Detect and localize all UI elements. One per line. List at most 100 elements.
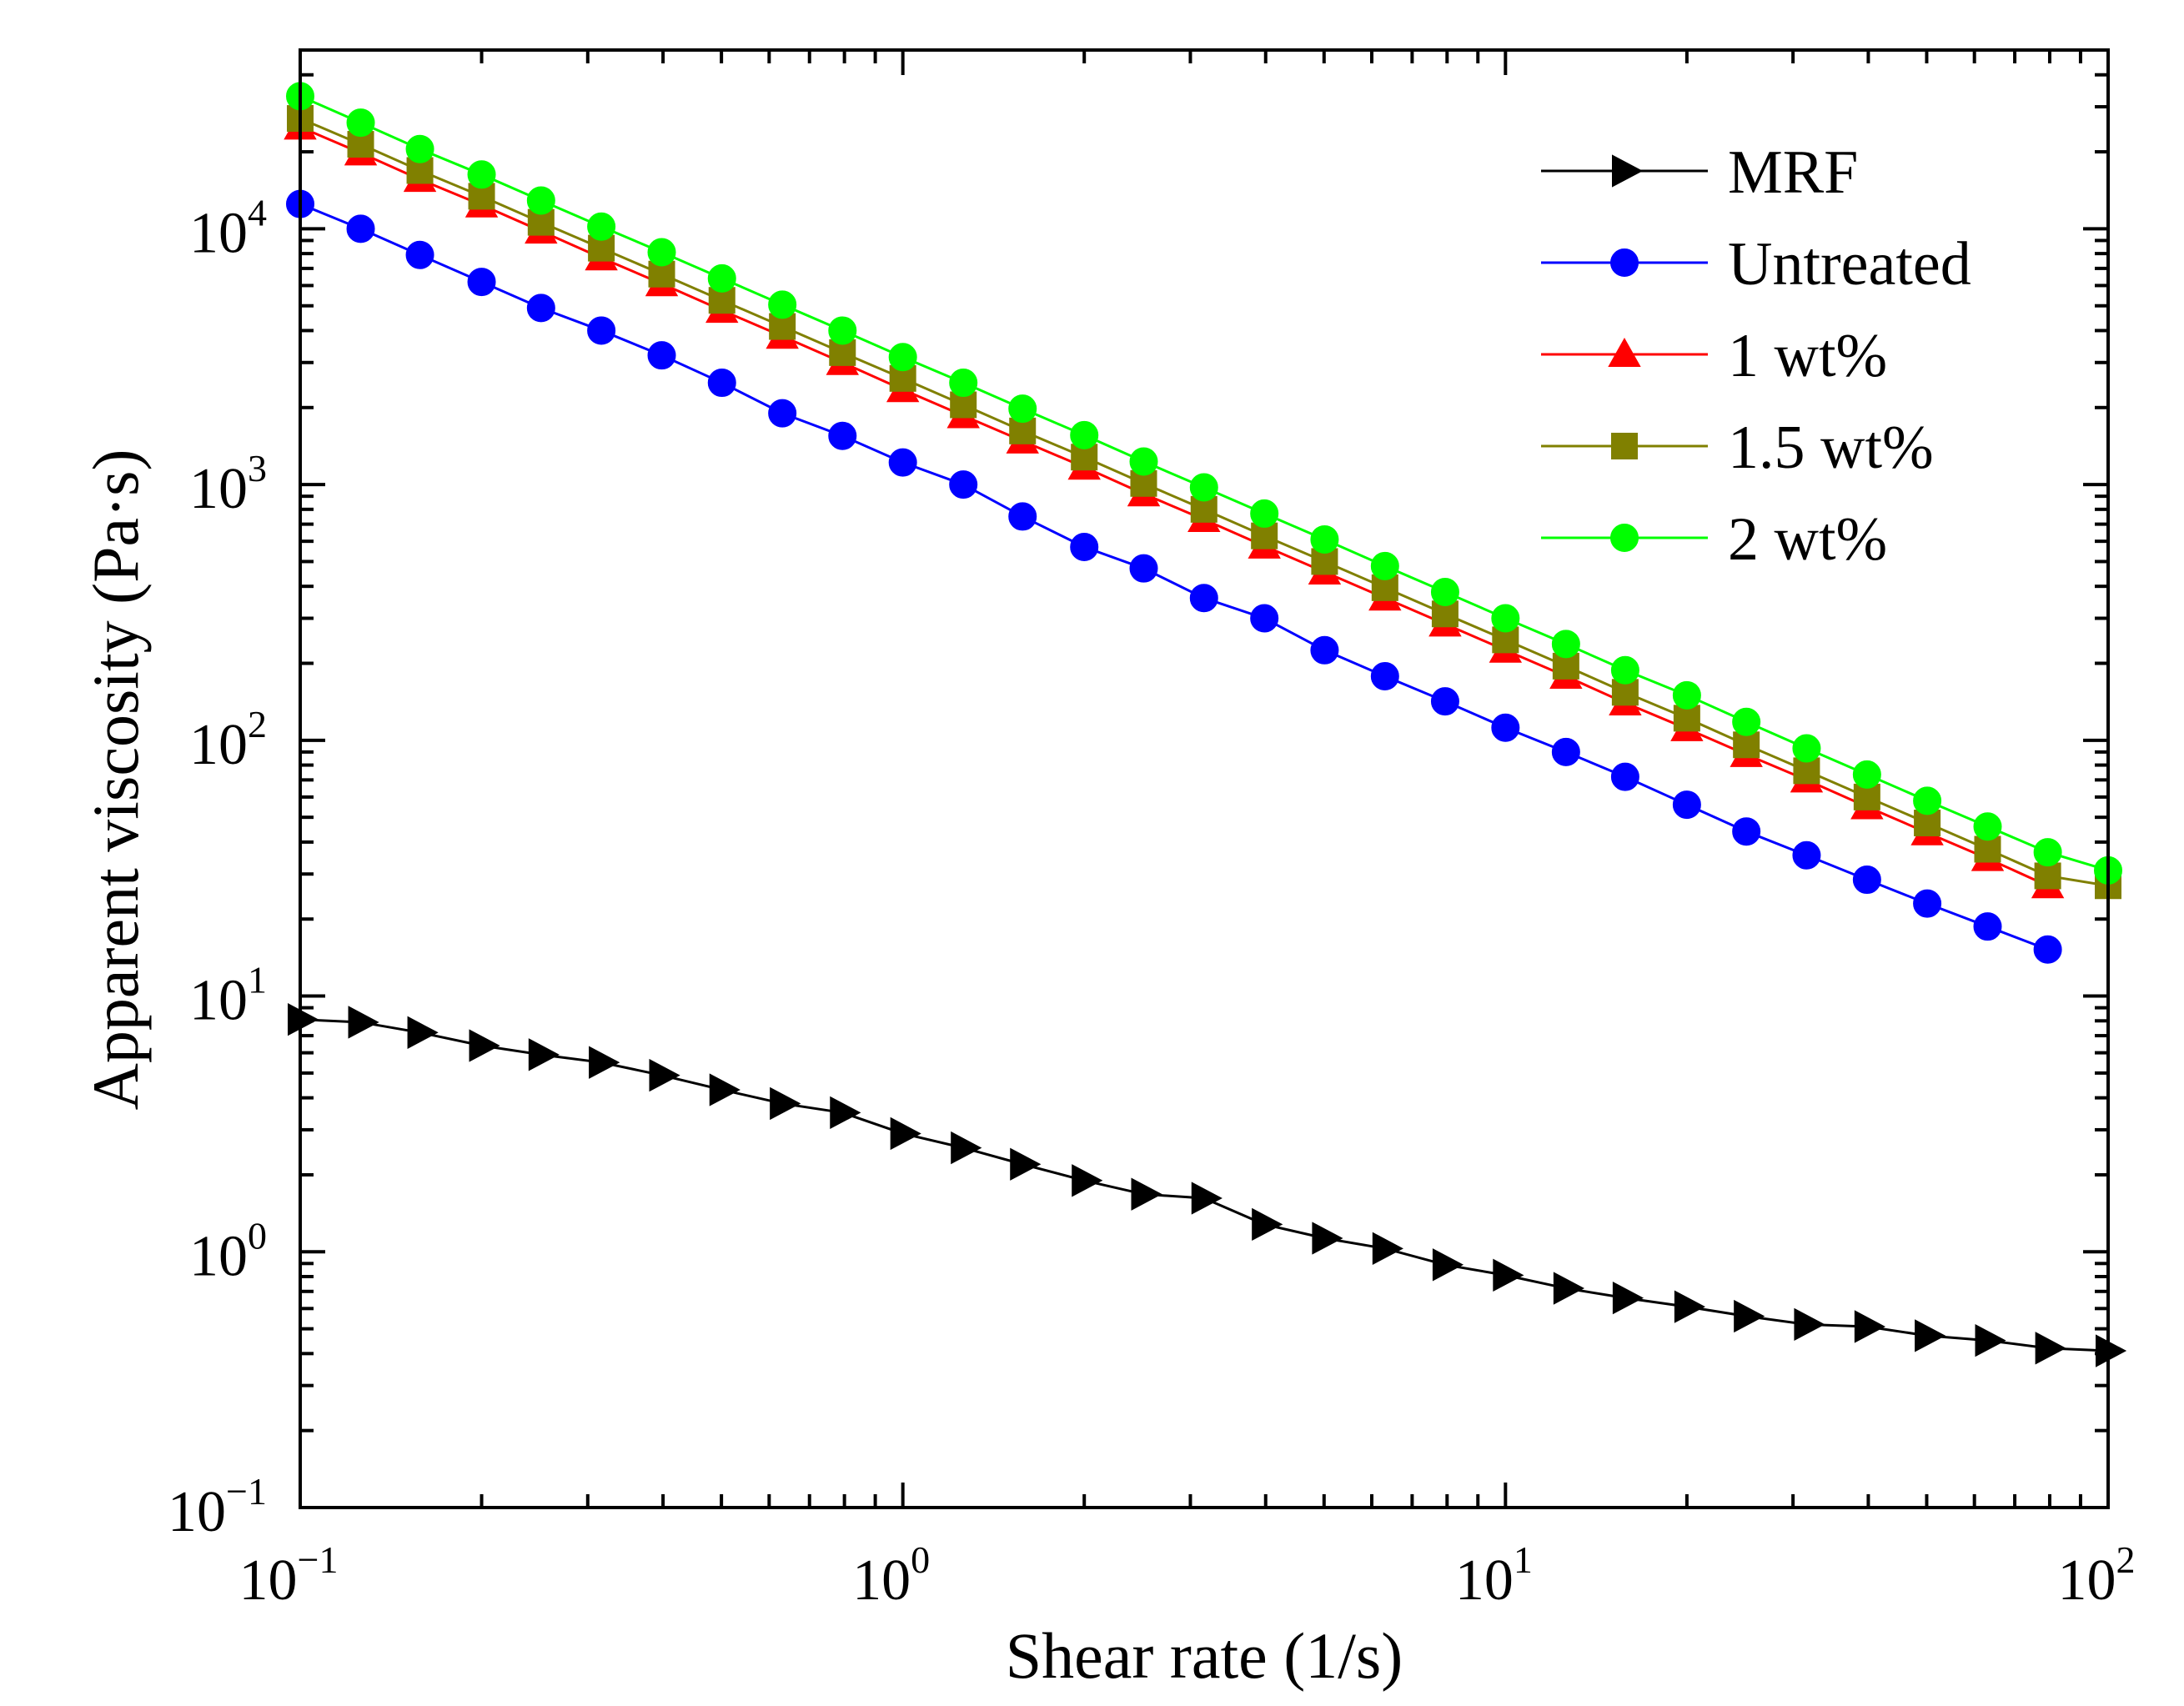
data-point	[2033, 935, 2062, 964]
data-point	[888, 448, 917, 477]
data-point	[346, 108, 375, 138]
data-point	[1913, 889, 1942, 918]
data-point	[1913, 786, 1942, 815]
legend-marker	[1611, 433, 1638, 459]
data-point	[709, 1073, 741, 1106]
data-point	[1915, 1319, 1946, 1352]
data-point	[348, 1006, 379, 1039]
data-point	[1010, 1147, 1042, 1181]
data-point	[2035, 1332, 2066, 1365]
data-point	[1430, 578, 1459, 607]
data-point	[1070, 420, 1099, 449]
data-point	[1491, 713, 1520, 742]
y-tick-label: 103	[189, 447, 267, 521]
data-point	[890, 1116, 921, 1151]
data-point	[346, 214, 375, 243]
data-point	[1370, 551, 1399, 580]
legend-label: 1.5 wt%	[1728, 414, 1934, 482]
data-point	[1432, 1248, 1464, 1282]
data-point	[1189, 584, 1218, 613]
data-point	[1732, 707, 1761, 736]
data-point	[1672, 680, 1701, 710]
legend-item: Untreated	[1541, 230, 1971, 299]
data-point	[405, 240, 434, 269]
legend-label: 2 wt%	[1728, 505, 1887, 574]
legend-item: MRF	[1541, 138, 1858, 207]
data-point	[1370, 662, 1399, 691]
data-point	[707, 263, 736, 293]
data-point	[1491, 604, 1520, 633]
data-point	[1312, 1222, 1343, 1255]
tick-labels: 10−1 100 101 102 10−1 100 101 102 103 104	[168, 191, 2135, 1613]
legend: MRF Untreated 1 wt% 1.5 wt% 2 wt%	[1541, 138, 1971, 574]
data-point	[528, 1038, 560, 1071]
data-point	[828, 421, 857, 450]
data-point	[2096, 1334, 2127, 1367]
y-tick-label: 10−1	[168, 1470, 267, 1544]
data-point	[1553, 1272, 1585, 1305]
data-point	[469, 1029, 500, 1062]
data-point	[1732, 817, 1761, 846]
data-point	[1372, 1232, 1403, 1266]
y-tick-label: 104	[189, 191, 267, 265]
data-point	[1793, 757, 1820, 785]
data-point	[1310, 635, 1339, 665]
data-point	[1551, 737, 1580, 766]
data-point	[467, 268, 496, 297]
series-mrf	[288, 1002, 2127, 1367]
data-point	[1852, 760, 1881, 789]
data-point	[768, 290, 797, 319]
data-point	[1129, 447, 1158, 476]
data-point	[1733, 731, 1760, 759]
y-tick-label: 101	[189, 959, 267, 1033]
data-point	[1973, 912, 2002, 941]
data-point	[768, 399, 797, 428]
data-point	[1070, 532, 1099, 561]
y-axis-title: Apparent viscosity (Pa·s)	[79, 449, 152, 1111]
data-point	[1250, 499, 1279, 528]
legend-label: Untreated	[1728, 230, 1971, 299]
data-point	[1734, 1299, 1765, 1333]
data-point	[1610, 655, 1639, 685]
data-point	[2034, 862, 2061, 890]
data-point	[649, 1058, 680, 1092]
data-point	[407, 1016, 439, 1049]
data-point	[587, 212, 616, 241]
data-point	[1072, 1164, 1103, 1197]
legend-item: 1 wt%	[1541, 322, 1887, 390]
data-point	[1008, 394, 1037, 424]
data-point	[1792, 734, 1821, 763]
legend-marker	[1610, 524, 1639, 552]
tick-marks	[299, 48, 2110, 1509]
series-line	[299, 203, 2049, 951]
data-point	[587, 316, 616, 345]
data-point	[347, 131, 374, 158]
y-tick-label: 100	[189, 1214, 267, 1288]
data-point	[1852, 866, 1881, 895]
plot-frame	[299, 48, 2110, 1509]
data-point	[1973, 812, 2002, 841]
legend-item: 1.5 wt%	[1541, 414, 1934, 482]
data-point	[951, 1131, 982, 1165]
x-tick-label: 100	[852, 1538, 930, 1613]
data-point	[1131, 1177, 1162, 1211]
data-point	[1430, 687, 1459, 716]
data-point	[1191, 1182, 1223, 1215]
legend-marker	[1612, 154, 1644, 188]
x-tick-label: 10−1	[239, 1538, 339, 1613]
series-1-5-wt-	[287, 105, 2121, 900]
data-point	[589, 1046, 620, 1079]
series-layer	[284, 82, 2127, 1367]
data-point	[1189, 473, 1218, 502]
data-point	[467, 160, 496, 189]
data-point	[405, 134, 434, 163]
series-untreated	[286, 189, 2062, 964]
data-point	[1975, 1323, 2006, 1357]
data-point	[1673, 705, 1700, 732]
data-point	[707, 369, 736, 398]
data-point	[1493, 1258, 1524, 1292]
data-point	[949, 369, 978, 398]
data-point	[770, 1086, 801, 1121]
data-point	[949, 470, 978, 499]
